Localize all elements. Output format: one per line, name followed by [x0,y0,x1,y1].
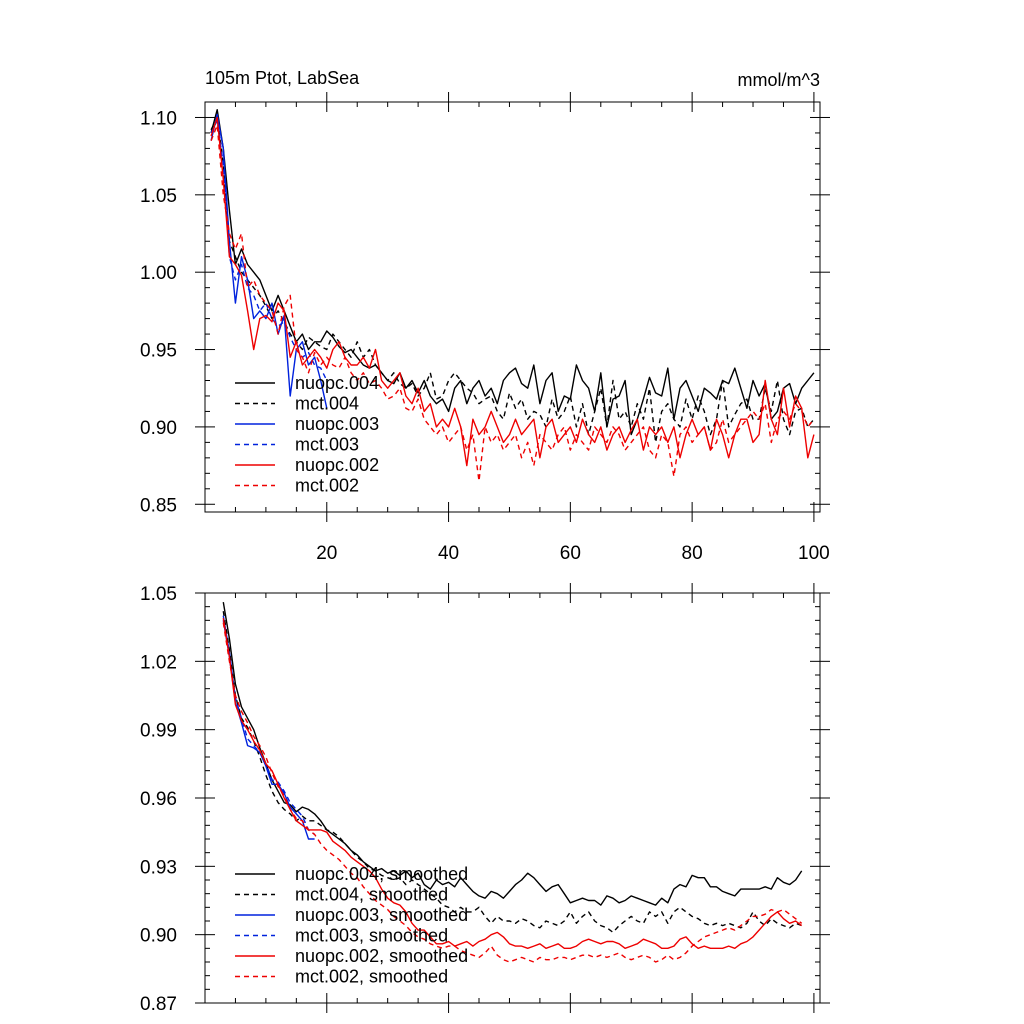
top-x-tick-label: 60 [560,543,581,564]
bottom-y-tick-label: 0.96 [140,789,177,810]
bottom-legend-label: mct.003, smoothed [295,926,448,946]
top-title: 105m Ptot, LabSea [205,68,360,88]
bottom-legend-label: nuopc.004, smoothed [295,864,468,884]
top-x-tick-label: 40 [438,543,459,564]
top-y-tick-label: 0.90 [140,418,177,439]
bottom-legend-label: nuopc.003, smoothed [295,905,468,925]
top-x-tick-label: 20 [316,543,337,564]
top-panel: 105m Ptot, LabSea mmol/m^3 20 40 60 80 100 0.… [140,68,830,564]
bottom-y-tick-label: 1.02 [140,652,177,673]
bottom-series-mct-003-smoothed [222,615,316,835]
top-legend-label: nuopc.002 [295,455,379,475]
bottom-legend-label: mct.002, smoothed [295,967,448,987]
bottom-y-tick-label: 0.93 [140,857,177,878]
bottom-series-group [222,601,803,963]
top-legend-label: nuopc.004 [295,373,379,393]
top-series-mct-003 [210,119,328,381]
top-legend-label: mct.002 [295,476,359,496]
top-series-mct-004 [210,116,815,444]
top-plot-frame [204,101,821,513]
bottom-legend-label: nuopc.002, smoothed [295,946,468,966]
top-series-nuopc-003 [210,113,328,409]
top-series-mct-002 [210,124,815,482]
top-y-tick-label: 1.00 [140,263,177,284]
bottom-series-mct-002-smoothed [222,622,803,963]
top-units: mmol/m^3 [738,70,820,90]
top-series-group [210,108,815,482]
top-x-tick-label: 80 [682,543,703,564]
bottom-y-tick-label: 0.99 [140,721,177,742]
top-y-tick-label: 0.85 [140,495,177,516]
top-series-nuopc-004 [210,108,815,436]
bottom-series-nuopc-004-smoothed [222,601,803,906]
top-y-tick-label: 0.95 [140,341,177,362]
bottom-series-mct-004-smoothed [222,611,802,934]
top-legend-label: mct.003 [295,435,359,455]
top-y-tick-label: 1.05 [140,186,177,207]
bottom-y-tick-label: 1.05 [140,584,177,605]
top-y-tick-label: 1.10 [140,108,177,129]
top-x-tick-label: 100 [798,543,830,564]
bottom-y-tick-label: 0.90 [140,926,177,947]
top-series-nuopc-002 [210,116,815,467]
bottom-series-nuopc-003-smoothed [222,620,315,840]
bottom-panel: 0.87 0.90 0.93 0.96 0.99 1.02 1.05 nuopc.004, s… [140,583,830,1015]
bottom-series-nuopc-002-smoothed [222,617,803,949]
top-legend-label: mct.004 [295,394,359,414]
bottom-legend-label: mct.004, smoothed [295,885,448,905]
bottom-y-tick-label: 0.87 [140,994,177,1015]
top-legend-label: nuopc.003 [295,414,379,434]
